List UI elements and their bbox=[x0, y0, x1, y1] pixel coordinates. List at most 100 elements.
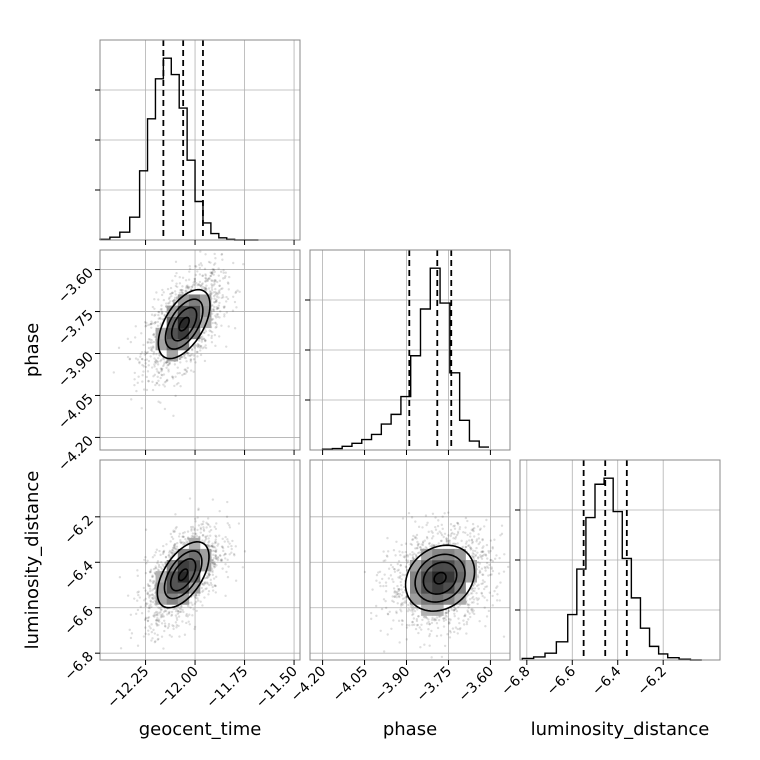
density-cell bbox=[155, 338, 167, 351]
sample-point bbox=[155, 381, 158, 385]
sample-point bbox=[498, 556, 501, 560]
density-cell bbox=[432, 593, 444, 605]
sample-point bbox=[212, 545, 216, 548]
sample-point bbox=[164, 555, 168, 559]
sample-point bbox=[467, 593, 470, 597]
sample-point bbox=[201, 282, 204, 285]
sample-point bbox=[401, 573, 404, 576]
sample-point bbox=[497, 572, 501, 575]
sample-point bbox=[149, 355, 152, 358]
sample-point bbox=[483, 596, 486, 599]
sample-point bbox=[169, 532, 172, 536]
sample-point bbox=[436, 616, 439, 619]
sample-point bbox=[447, 622, 451, 625]
histogram-geocent_time bbox=[99, 57, 259, 241]
sample-point bbox=[488, 563, 491, 567]
sample-point bbox=[454, 607, 458, 611]
y-axis-label-phase: phase bbox=[22, 323, 43, 377]
sample-point bbox=[183, 368, 186, 371]
sample-point bbox=[143, 618, 147, 622]
sample-point bbox=[206, 582, 209, 585]
sample-point bbox=[170, 535, 174, 539]
sample-point bbox=[489, 549, 492, 553]
sample-point bbox=[160, 560, 163, 564]
sample-point bbox=[440, 533, 444, 537]
sample-point bbox=[172, 414, 175, 418]
sample-point bbox=[480, 592, 484, 595]
sample-point bbox=[172, 529, 175, 532]
sample-point bbox=[185, 614, 188, 617]
sample-point bbox=[193, 535, 196, 538]
sample-point bbox=[462, 619, 465, 622]
sample-point bbox=[210, 336, 213, 340]
sample-point bbox=[191, 614, 194, 617]
sample-point bbox=[205, 287, 208, 291]
sample-point bbox=[487, 609, 491, 613]
sample-point bbox=[224, 271, 227, 274]
sample-point bbox=[473, 582, 476, 586]
sample-point bbox=[153, 322, 156, 325]
sample-point bbox=[411, 604, 414, 608]
sample-point bbox=[181, 620, 184, 623]
sample-point bbox=[476, 576, 480, 579]
sample-point bbox=[211, 267, 214, 271]
sample-point bbox=[180, 290, 183, 294]
sample-point bbox=[157, 357, 160, 360]
sample-point bbox=[151, 575, 154, 579]
sample-point bbox=[409, 604, 413, 608]
sample-point bbox=[205, 587, 208, 590]
sample-point bbox=[158, 549, 161, 553]
sample-point bbox=[448, 629, 452, 633]
sample-point bbox=[411, 551, 414, 554]
sample-point bbox=[200, 523, 203, 526]
contour-level-2 bbox=[164, 298, 204, 350]
sample-point bbox=[167, 370, 170, 373]
sample-point bbox=[478, 562, 482, 565]
sample-point bbox=[163, 629, 166, 633]
sample-point bbox=[219, 270, 223, 273]
sample-point bbox=[473, 527, 476, 530]
sample-point bbox=[198, 343, 201, 347]
sample-point bbox=[399, 564, 402, 567]
density-cell bbox=[432, 571, 444, 583]
sample-point bbox=[416, 608, 419, 611]
sample-point bbox=[447, 609, 451, 613]
sample-point bbox=[207, 277, 211, 280]
sample-point bbox=[173, 296, 177, 300]
density-cell bbox=[166, 316, 179, 329]
sample-point bbox=[193, 532, 197, 535]
sample-point bbox=[464, 516, 468, 520]
sample-point bbox=[181, 608, 184, 612]
x-tick-label-phase: −3.90 bbox=[372, 664, 414, 706]
sample-point bbox=[145, 358, 149, 361]
sample-point bbox=[227, 545, 230, 549]
sample-point bbox=[234, 545, 237, 548]
sample-point bbox=[212, 269, 215, 272]
sample-point bbox=[160, 367, 163, 371]
sample-point bbox=[146, 619, 150, 622]
sample-point bbox=[210, 312, 214, 315]
sample-point bbox=[211, 544, 214, 548]
sample-point bbox=[155, 548, 159, 551]
sample-point bbox=[471, 611, 474, 614]
sample-point bbox=[425, 535, 429, 539]
sample-point bbox=[434, 516, 437, 519]
sample-point bbox=[159, 553, 162, 557]
sample-point bbox=[166, 287, 170, 291]
sample-point bbox=[397, 588, 401, 591]
sample-point bbox=[135, 389, 138, 393]
sample-point bbox=[147, 629, 150, 632]
sample-point bbox=[195, 350, 199, 354]
sample-point bbox=[464, 542, 468, 545]
sample-point bbox=[183, 353, 186, 356]
sample-point bbox=[415, 555, 418, 558]
contour-level-4 bbox=[177, 568, 189, 582]
sample-point bbox=[190, 288, 193, 291]
sample-point bbox=[473, 589, 476, 593]
sample-point bbox=[379, 584, 382, 588]
sample-point bbox=[173, 298, 176, 302]
sample-point bbox=[142, 343, 145, 347]
sample-point bbox=[171, 377, 175, 380]
sample-point bbox=[209, 274, 212, 278]
sample-point bbox=[172, 530, 175, 534]
